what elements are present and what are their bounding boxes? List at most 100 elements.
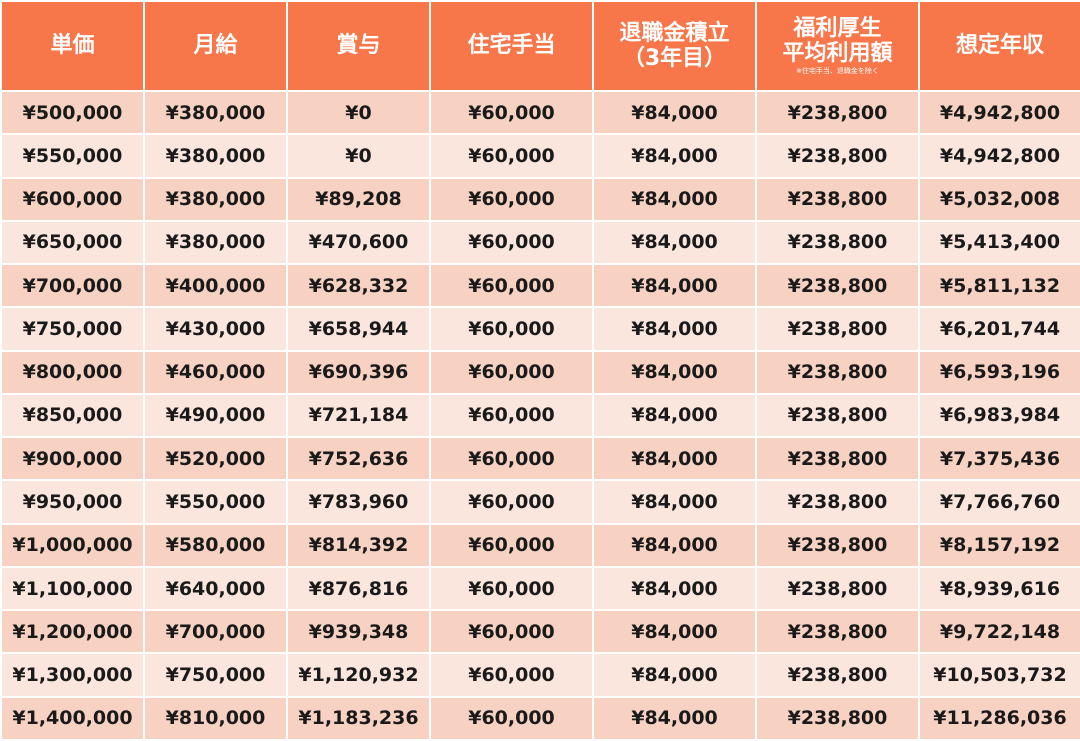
cell-retirement: ¥84,000: [592, 263, 757, 309]
table-row: ¥1,200,000 ¥700,000 ¥939,348 ¥60,000 ¥84,000…: [0, 609, 1080, 655]
table-header: 単価 月給 賞与 住宅手当 退職金積立 （3年目） 福利厚生 平均利用額 ※住宅…: [0, 0, 1080, 92]
table-row: ¥550,000 ¥380,000 ¥0 ¥60,000 ¥84,000 ¥238,800…: [0, 133, 1080, 179]
cell-welfare: ¥238,800: [755, 565, 920, 612]
cell-annual-income: ¥6,201,744: [918, 306, 1080, 352]
cell-unit-price: ¥950,000: [0, 479, 145, 525]
header-welfare: 福利厚生 平均利用額 ※住宅手当、退職金を除く: [755, 0, 920, 92]
header-monthly-salary: 月給: [143, 0, 288, 92]
cell-bonus: ¥1,183,236: [286, 695, 431, 741]
cell-retirement: ¥84,000: [592, 349, 757, 395]
cell-unit-price: ¥800,000: [0, 349, 145, 395]
cell-bonus: ¥0: [286, 89, 431, 136]
cell-bonus: ¥752,636: [286, 436, 431, 482]
cell-welfare: ¥238,800: [755, 522, 920, 568]
table-row: ¥1,300,000 ¥750,000 ¥1,120,932 ¥60,000 ¥84,0…: [0, 652, 1080, 698]
cell-welfare: ¥238,800: [755, 349, 920, 395]
cell-bonus: ¥89,208: [286, 176, 431, 222]
cell-monthly-salary: ¥380,000: [143, 176, 288, 222]
table-row: ¥500,000 ¥380,000 ¥0 ¥60,000 ¥84,000 ¥238,800…: [0, 89, 1080, 136]
cell-monthly-salary: ¥460,000: [143, 349, 288, 395]
cell-monthly-salary: ¥550,000: [143, 479, 288, 525]
cell-housing-allowance: ¥60,000: [429, 479, 594, 525]
cell-unit-price: ¥1,000,000: [0, 522, 145, 568]
table-row: ¥750,000 ¥430,000 ¥658,944 ¥60,000 ¥84,000 ¥2…: [0, 306, 1080, 352]
cell-unit-price: ¥650,000: [0, 219, 145, 266]
table-row: ¥700,000 ¥400,000 ¥628,332 ¥60,000 ¥84,000 ¥2…: [0, 263, 1080, 309]
cell-retirement: ¥84,000: [592, 219, 757, 266]
cell-monthly-salary: ¥750,000: [143, 652, 288, 698]
cell-unit-price: ¥700,000: [0, 263, 145, 309]
cell-housing-allowance: ¥60,000: [429, 522, 594, 568]
cell-monthly-salary: ¥810,000: [143, 695, 288, 741]
cell-bonus: ¥721,184: [286, 392, 431, 439]
cell-welfare: ¥238,800: [755, 263, 920, 309]
cell-housing-allowance: ¥60,000: [429, 652, 594, 698]
table-row: ¥850,000 ¥490,000 ¥721,184 ¥60,000 ¥84,000 ¥2…: [0, 392, 1080, 439]
cell-housing-allowance: ¥60,000: [429, 306, 594, 352]
cell-monthly-salary: ¥430,000: [143, 306, 288, 352]
cell-unit-price: ¥1,200,000: [0, 609, 145, 655]
cell-bonus: ¥939,348: [286, 609, 431, 655]
cell-bonus: ¥0: [286, 133, 431, 179]
cell-housing-allowance: ¥60,000: [429, 176, 594, 222]
cell-annual-income: ¥8,939,616: [918, 565, 1080, 612]
cell-monthly-salary: ¥580,000: [143, 522, 288, 568]
cell-housing-allowance: ¥60,000: [429, 436, 594, 482]
cell-bonus: ¥628,332: [286, 263, 431, 309]
table-body: ¥500,000 ¥380,000 ¥0 ¥60,000 ¥84,000 ¥238,800…: [0, 89, 1080, 741]
cell-monthly-salary: ¥700,000: [143, 609, 288, 655]
table-row: ¥600,000 ¥380,000 ¥89,208 ¥60,000 ¥84,000 ¥23…: [0, 176, 1080, 222]
cell-welfare: ¥238,800: [755, 609, 920, 655]
cell-bonus: ¥1,120,932: [286, 652, 431, 698]
cell-bonus: ¥814,392: [286, 522, 431, 568]
cell-unit-price: ¥1,100,000: [0, 565, 145, 612]
header-row: 単価 月給 賞与 住宅手当 退職金積立 （3年目） 福利厚生 平均利用額 ※住宅…: [0, 0, 1080, 92]
cell-retirement: ¥84,000: [592, 522, 757, 568]
cell-retirement: ¥84,000: [592, 392, 757, 439]
table-row: ¥1,100,000 ¥640,000 ¥876,816 ¥60,000 ¥84,000…: [0, 565, 1080, 612]
cell-welfare: ¥238,800: [755, 89, 920, 136]
cell-bonus: ¥470,600: [286, 219, 431, 266]
cell-welfare: ¥238,800: [755, 176, 920, 222]
table-row: ¥650,000 ¥380,000 ¥470,600 ¥60,000 ¥84,000 ¥2…: [0, 219, 1080, 266]
cell-monthly-salary: ¥380,000: [143, 219, 288, 266]
header-bonus: 賞与: [286, 0, 431, 92]
cell-bonus: ¥690,396: [286, 349, 431, 395]
cell-monthly-salary: ¥490,000: [143, 392, 288, 439]
cell-retirement: ¥84,000: [592, 565, 757, 612]
cell-welfare: ¥238,800: [755, 479, 920, 525]
cell-welfare: ¥238,800: [755, 219, 920, 266]
cell-unit-price: ¥600,000: [0, 176, 145, 222]
cell-monthly-salary: ¥520,000: [143, 436, 288, 482]
cell-retirement: ¥84,000: [592, 133, 757, 179]
header-welfare-line1: 福利厚生: [793, 15, 882, 41]
cell-housing-allowance: ¥60,000: [429, 219, 594, 266]
table-row: ¥800,000 ¥460,000 ¥690,396 ¥60,000 ¥84,000 ¥2…: [0, 349, 1080, 395]
cell-housing-allowance: ¥60,000: [429, 392, 594, 439]
cell-retirement: ¥84,000: [592, 176, 757, 222]
table-row: ¥1,400,000 ¥810,000 ¥1,183,236 ¥60,000 ¥84,0…: [0, 695, 1080, 741]
header-retirement-line1: 退職金積立: [619, 20, 730, 46]
cell-bonus: ¥658,944: [286, 306, 431, 352]
cell-monthly-salary: ¥380,000: [143, 133, 288, 179]
cell-housing-allowance: ¥60,000: [429, 349, 594, 395]
cell-monthly-salary: ¥400,000: [143, 263, 288, 309]
cell-annual-income: ¥7,375,436: [918, 436, 1080, 482]
cell-annual-income: ¥11,286,036: [918, 695, 1080, 741]
cell-housing-allowance: ¥60,000: [429, 133, 594, 179]
cell-retirement: ¥84,000: [592, 695, 757, 741]
cell-monthly-salary: ¥640,000: [143, 565, 288, 612]
table-row: ¥900,000 ¥520,000 ¥752,636 ¥60,000 ¥84,000 ¥2…: [0, 436, 1080, 482]
cell-retirement: ¥84,000: [592, 609, 757, 655]
cell-annual-income: ¥4,942,800: [918, 89, 1080, 136]
cell-unit-price: ¥900,000: [0, 436, 145, 482]
header-unit-price: 単価: [0, 0, 145, 92]
cell-bonus: ¥783,960: [286, 479, 431, 525]
header-retirement-line2: （3年目）: [622, 46, 727, 71]
cell-unit-price: ¥500,000: [0, 89, 145, 136]
cell-annual-income: ¥10,503,732: [918, 652, 1080, 698]
cell-annual-income: ¥6,983,984: [918, 392, 1080, 439]
cell-retirement: ¥84,000: [592, 89, 757, 136]
table-row: ¥950,000 ¥550,000 ¥783,960 ¥60,000 ¥84,000 ¥2…: [0, 479, 1080, 525]
cell-housing-allowance: ¥60,000: [429, 263, 594, 309]
